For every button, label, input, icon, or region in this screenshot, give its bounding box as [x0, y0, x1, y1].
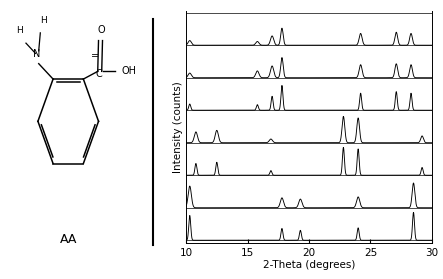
Y-axis label: Intensity (counts): Intensity (counts): [173, 81, 183, 173]
Text: N: N: [33, 49, 41, 59]
Text: =: =: [90, 51, 99, 61]
Text: H: H: [40, 16, 47, 25]
Text: AA: AA: [59, 233, 77, 246]
Text: OH: OH: [122, 66, 136, 76]
X-axis label: 2-Theta (degrees): 2-Theta (degrees): [263, 260, 355, 270]
Text: O: O: [97, 25, 105, 35]
Text: C: C: [96, 69, 103, 79]
Text: H: H: [16, 27, 23, 35]
